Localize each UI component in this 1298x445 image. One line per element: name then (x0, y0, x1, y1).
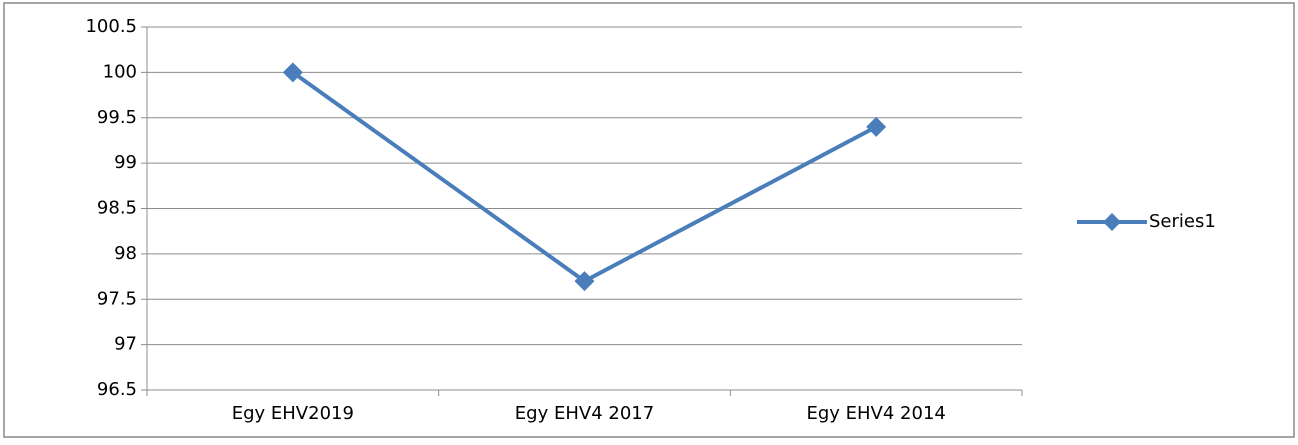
y-tick-label: 100 (103, 61, 137, 82)
y-tick-label: 97 (114, 334, 137, 355)
y-tick-label: 98 (114, 243, 137, 264)
x-tick-label: Egy EHV2019 (232, 403, 354, 424)
x-tick-label: Egy EHV4 2017 (515, 403, 654, 424)
marker (282, 62, 303, 83)
x-tick-label: Egy EHV4 2014 (806, 403, 945, 424)
y-tick-label: 96.5 (97, 379, 137, 400)
y-tick-label: 99.5 (97, 107, 137, 128)
y-tick-label: 100.5 (85, 16, 137, 37)
marker (574, 271, 595, 292)
legend-marker (1103, 213, 1121, 231)
legend-label: Series1 (1149, 211, 1216, 232)
y-tick-label: 97.5 (97, 288, 137, 309)
y-tick-label: 98.5 (97, 198, 137, 219)
marker (866, 116, 887, 137)
y-tick-label: 99 (114, 152, 137, 173)
